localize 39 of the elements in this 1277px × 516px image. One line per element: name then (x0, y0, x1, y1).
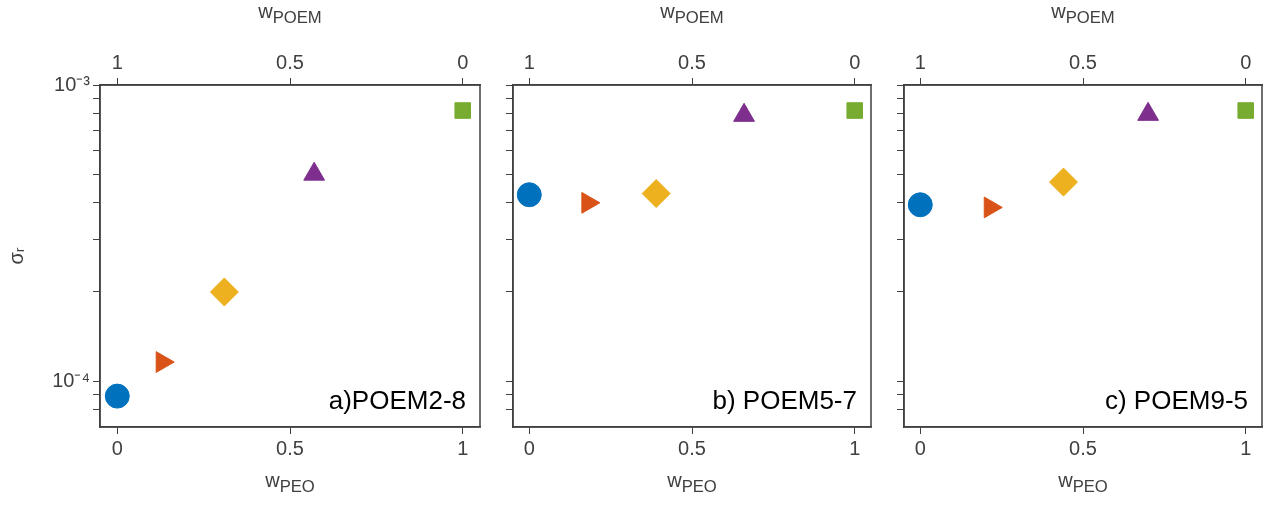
x-tick-label: 0.5 (276, 436, 304, 459)
point (1048, 167, 1078, 197)
point (846, 102, 864, 119)
x2-tick-label: 0 (457, 50, 469, 73)
x-tick-label: 0.5 (1069, 436, 1097, 459)
x2-tick-label: 0 (849, 50, 861, 73)
x2-tick-label: 0.5 (1069, 50, 1097, 73)
x-tick-label: 1 (1240, 436, 1252, 459)
x-tick-label: 0 (914, 436, 926, 459)
x2-tick-label: 0.5 (678, 50, 706, 73)
point (1237, 102, 1255, 119)
x-axis-title: w$_{PEO}$ (667, 469, 717, 497)
x2-axis-title: w$_{POEM}$ (258, 0, 322, 28)
point (104, 383, 130, 409)
x2-tick-label: 1 (111, 50, 123, 73)
x-tick-label: 0 (523, 436, 535, 459)
x-tick-label: 1 (457, 436, 469, 459)
x2-tick-label: 1 (914, 50, 926, 73)
x2-tick-label: 1 (523, 50, 535, 73)
y-axis-title: σᵣ (4, 247, 28, 265)
y-tick-label: 10⁻⁴ (52, 368, 90, 391)
annotation: c) POEM9-5 (1104, 385, 1248, 416)
x2-axis-title: w$_{POEM}$ (660, 0, 724, 28)
x-axis-title: w$_{PEO}$ (265, 469, 315, 497)
annotation: b) POEM5-7 (712, 385, 857, 416)
x-tick-label: 0.5 (678, 436, 706, 459)
x2-tick-label: 0 (1240, 50, 1252, 73)
x2-tick-label: 0.5 (276, 50, 304, 73)
x-axis-title: w$_{PEO}$ (1058, 469, 1108, 497)
annotation: a)POEM2-8 (328, 385, 466, 416)
point (907, 192, 933, 218)
point (454, 102, 472, 119)
y-tick-label: 10⁻³ (54, 72, 91, 95)
point (641, 179, 671, 209)
x-tick-label: 0 (111, 436, 123, 459)
point (516, 182, 542, 208)
x2-axis-title: w$_{POEM}$ (1051, 0, 1115, 28)
point (209, 277, 239, 307)
x-tick-label: 1 (849, 436, 861, 459)
